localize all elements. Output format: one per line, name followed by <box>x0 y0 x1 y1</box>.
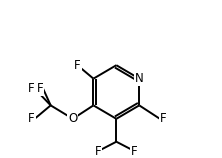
Text: F: F <box>95 145 101 158</box>
Text: F: F <box>160 112 166 125</box>
Text: F: F <box>28 112 35 125</box>
Text: O: O <box>68 112 77 125</box>
Text: F: F <box>131 145 138 158</box>
Text: N: N <box>135 72 144 85</box>
Text: F: F <box>74 59 81 72</box>
Text: F: F <box>36 82 43 95</box>
Text: F: F <box>28 82 35 95</box>
